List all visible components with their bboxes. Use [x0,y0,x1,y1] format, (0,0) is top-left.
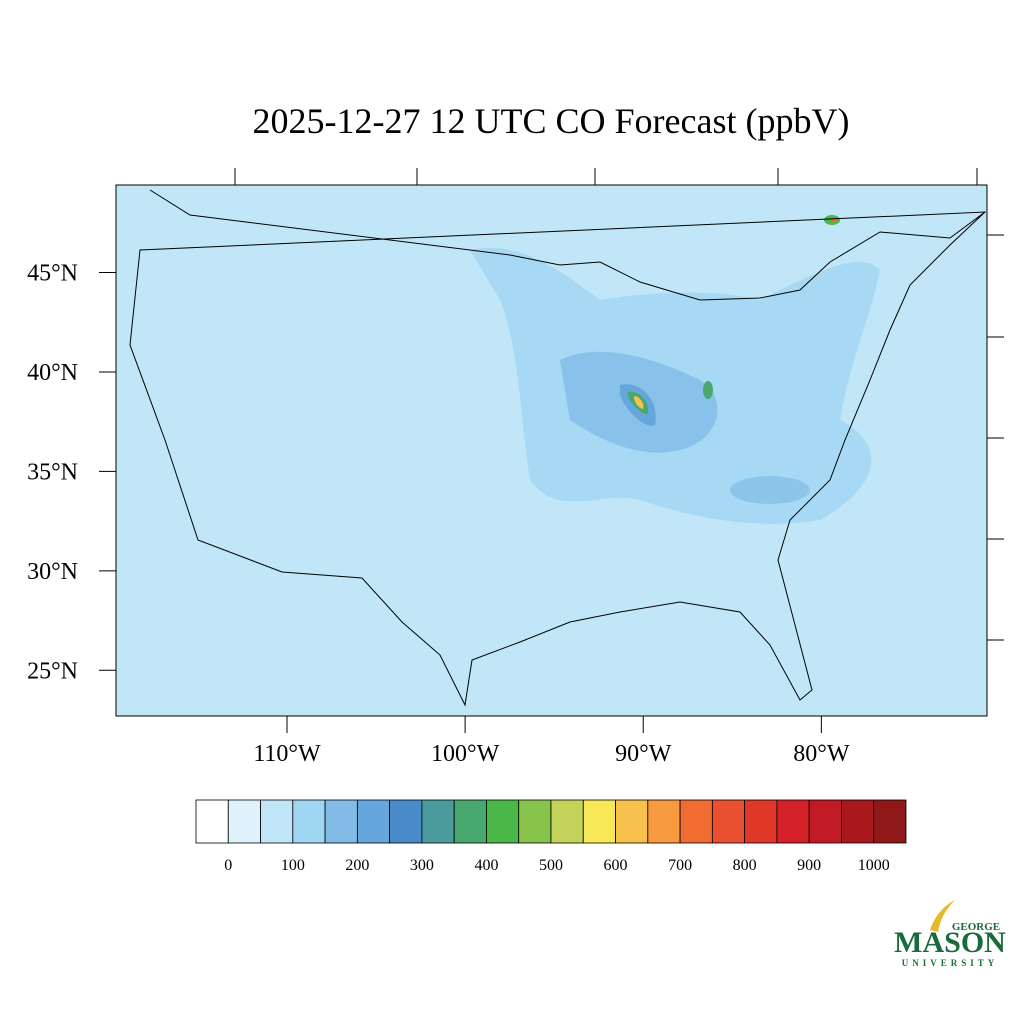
colorbar-label: 100 [281,857,305,874]
colorbar-box [615,799,649,844]
coastline [129,189,987,707]
colorbar-box [873,799,907,844]
colorbar-box [292,799,326,844]
colorbar-box [776,799,810,844]
colorbar-box [518,799,552,844]
colorbar-box [711,799,746,844]
colorbar-label: 900 [797,857,821,874]
logo-name: MASON [894,926,1006,959]
lat-label: 30°N [27,559,78,585]
logo-bottom: UNIVERSITY [902,958,999,968]
lon-label: 100°W [431,741,500,767]
colorbar-box [227,799,261,844]
colorbar-box [356,799,391,844]
colorbar-label: 600 [604,857,628,874]
colorbar-label: 500 [539,857,563,874]
co-plumes [470,215,880,524]
colorbar-label: 800 [733,857,757,874]
colorbar-box [808,799,842,844]
lon-label: 90°W [615,741,672,767]
colorbar-label: 700 [668,857,692,874]
colorbar-label: 400 [474,857,498,874]
colorbar-box [324,799,358,844]
lon-label: 110°W [253,741,321,767]
map-frame [115,184,988,717]
frame-ticks [234,168,1004,641]
colorbar-box [679,799,713,844]
colorbar-box [453,799,487,844]
colorbar-box [550,799,584,844]
colorbar-box [582,799,616,844]
colorbar-box [486,799,520,844]
lat-label: 45°N [27,261,78,287]
colorbar-box [389,799,423,844]
colorbar-label: 200 [345,857,369,874]
colorbar-box [744,799,778,844]
lat-label: 40°N [27,360,78,386]
lat-label: 25°N [27,658,78,684]
colorbar-box [841,799,875,844]
logo: GEORGE MASON UNIVERSITY [894,900,1006,968]
colorbar-label: 0 [224,857,232,874]
lon-label: 80°W [793,741,850,767]
colorbar-box [260,799,294,844]
colorbar-box [647,799,681,844]
logo-top: GEORGE [952,921,1000,933]
logo-flame [930,900,955,932]
colorbar-box [421,799,455,844]
lat-label: 35°N [27,459,78,485]
colorbar-box [195,799,229,844]
colorbar-label: 1000 [858,857,890,874]
colorbar-label: 300 [410,857,434,874]
title: 2025-12-27 12 UTC CO Forecast (ppbV) [253,101,850,141]
